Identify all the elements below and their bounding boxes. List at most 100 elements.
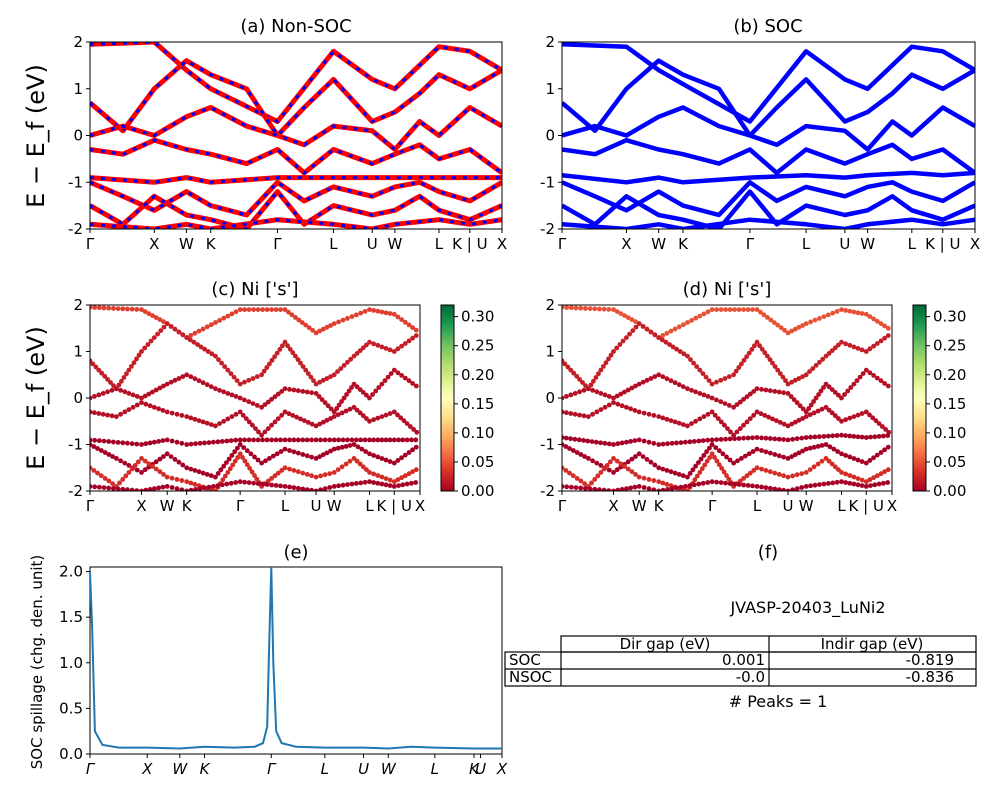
band-point: [808, 483, 813, 489]
band-point: [848, 385, 854, 390]
band-point: [871, 455, 876, 461]
band-point: [596, 371, 601, 377]
band-point: [651, 478, 657, 483]
table-header-indir-gap: Indir gap (eV): [821, 635, 924, 653]
band-point: [331, 321, 337, 326]
band-point: [826, 458, 832, 464]
band-point: [347, 458, 353, 464]
band-line-soc-overlay: [90, 58, 502, 138]
x-tick-label: W: [160, 497, 175, 515]
band-point: [651, 440, 657, 446]
band-point: [349, 437, 355, 443]
bands-layer: [562, 305, 892, 491]
band-point: [339, 444, 345, 450]
band-point: [358, 310, 364, 316]
band-point: [669, 440, 675, 446]
band-point: [714, 437, 719, 442]
band-point: [151, 439, 157, 445]
band-point: [294, 414, 300, 420]
band-point: [735, 458, 740, 464]
table-row-nsoc-label: NSOC: [509, 668, 552, 686]
band-point: [402, 319, 408, 325]
band-point: [279, 468, 285, 473]
band-point: [260, 437, 265, 443]
band-point: [750, 435, 755, 441]
x-tick-label: L: [431, 760, 439, 778]
band-point: [825, 312, 831, 318]
band-point: [577, 389, 582, 395]
band-point: [721, 469, 727, 475]
band-point: [652, 462, 658, 468]
band-point: [273, 483, 279, 488]
band-point: [668, 469, 674, 475]
bands-layer: [90, 305, 420, 491]
band-point: [379, 437, 385, 443]
band-point: [90, 484, 93, 489]
band-point: [705, 411, 711, 417]
band-point: [705, 437, 711, 443]
band-point: [388, 371, 394, 376]
band-point: [759, 448, 764, 453]
band-point: [691, 439, 697, 444]
band-point: [831, 446, 837, 452]
band-point: [770, 416, 775, 422]
band-point: [694, 473, 700, 479]
band-point: [387, 483, 393, 488]
band-point: [640, 379, 646, 385]
panel-c-plot-area: 210-1-2Γ X W K Γ L U W L K | U X0.300.250.200.150.…: [68, 296, 494, 515]
band-point: [208, 384, 214, 390]
band-point: [317, 454, 323, 459]
band-point: [340, 482, 346, 488]
band-point: [204, 324, 210, 330]
band-point: [155, 331, 161, 337]
band-point: [672, 419, 678, 425]
band-point: [680, 473, 686, 479]
band-point: [200, 326, 206, 332]
band-point: [878, 338, 884, 344]
band-point: [586, 456, 591, 461]
band-point: [855, 434, 861, 440]
band-point: [585, 438, 591, 444]
band-point: [700, 480, 706, 486]
band-point: [583, 383, 588, 388]
band-point: [204, 472, 210, 477]
band-point: [129, 306, 135, 312]
band-point: [142, 458, 148, 464]
band-point: [340, 437, 346, 443]
band-point: [260, 307, 265, 312]
band-point: [722, 376, 728, 381]
band-point: [624, 439, 629, 445]
band-point: [309, 437, 314, 443]
band-point: [95, 446, 100, 451]
band-point: [868, 434, 873, 440]
band-point: [143, 401, 149, 407]
x-tick-label: Γ: [236, 497, 245, 515]
band-point: [193, 441, 199, 447]
band-point: [574, 373, 580, 379]
x-tick-label: X: [496, 760, 508, 778]
band-point: [153, 459, 159, 465]
band-point: [255, 437, 261, 443]
band-point: [269, 307, 274, 312]
band-point: [125, 440, 130, 446]
band-point: [331, 372, 337, 378]
y-tick-label: -2: [540, 482, 555, 500]
band-point: [851, 481, 857, 487]
band-point: [697, 416, 703, 422]
band-point: [569, 305, 574, 311]
band-point: [139, 488, 144, 491]
x-tick-label: L: [365, 497, 374, 515]
band-point: [718, 419, 724, 425]
band-point: [402, 375, 408, 381]
band-point: [630, 328, 636, 333]
band-point: [754, 484, 760, 489]
band-point: [269, 357, 275, 363]
band-point: [360, 390, 366, 395]
band-point: [115, 306, 121, 311]
band-point: [707, 455, 713, 460]
band-point: [832, 464, 838, 470]
band-point: [383, 412, 389, 418]
band-point: [847, 480, 853, 486]
band-point: [794, 472, 800, 478]
band-point: [250, 422, 255, 428]
